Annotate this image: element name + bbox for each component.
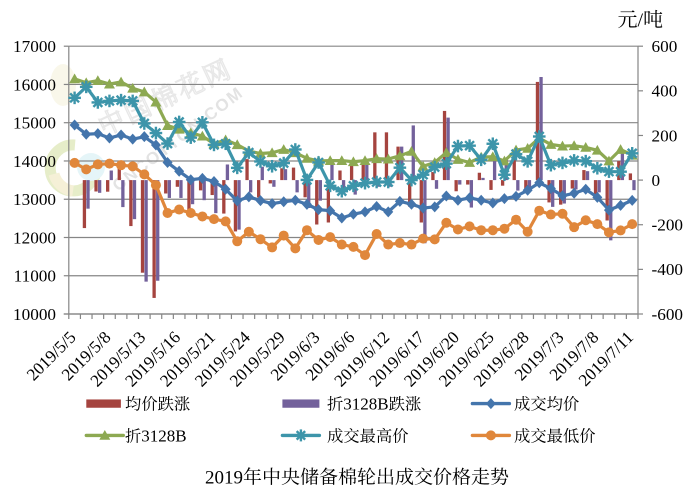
svg-text:16000: 16000: [13, 75, 56, 94]
svg-text:17000: 17000: [13, 37, 56, 56]
svg-text:13000: 13000: [13, 190, 56, 209]
svg-text:-200: -200: [652, 216, 684, 235]
svg-text:14000: 14000: [13, 152, 56, 171]
svg-text:400: 400: [652, 82, 678, 101]
svg-text:2019: 2019: [205, 468, 243, 489]
svg-text:600: 600: [652, 37, 678, 56]
svg-text:11000: 11000: [14, 267, 56, 286]
svg-text:15000: 15000: [13, 114, 56, 133]
svg-text:-400: -400: [652, 260, 684, 279]
svg-text:3128B: 3128B: [343, 395, 388, 414]
svg-text:12000: 12000: [13, 228, 56, 247]
svg-text:/: /: [638, 10, 644, 32]
svg-text:-600: -600: [652, 305, 684, 324]
svg-text:200: 200: [652, 126, 678, 145]
svg-text:0: 0: [652, 171, 661, 190]
svg-text:3128B: 3128B: [141, 427, 186, 446]
svg-text:10000: 10000: [13, 305, 56, 324]
